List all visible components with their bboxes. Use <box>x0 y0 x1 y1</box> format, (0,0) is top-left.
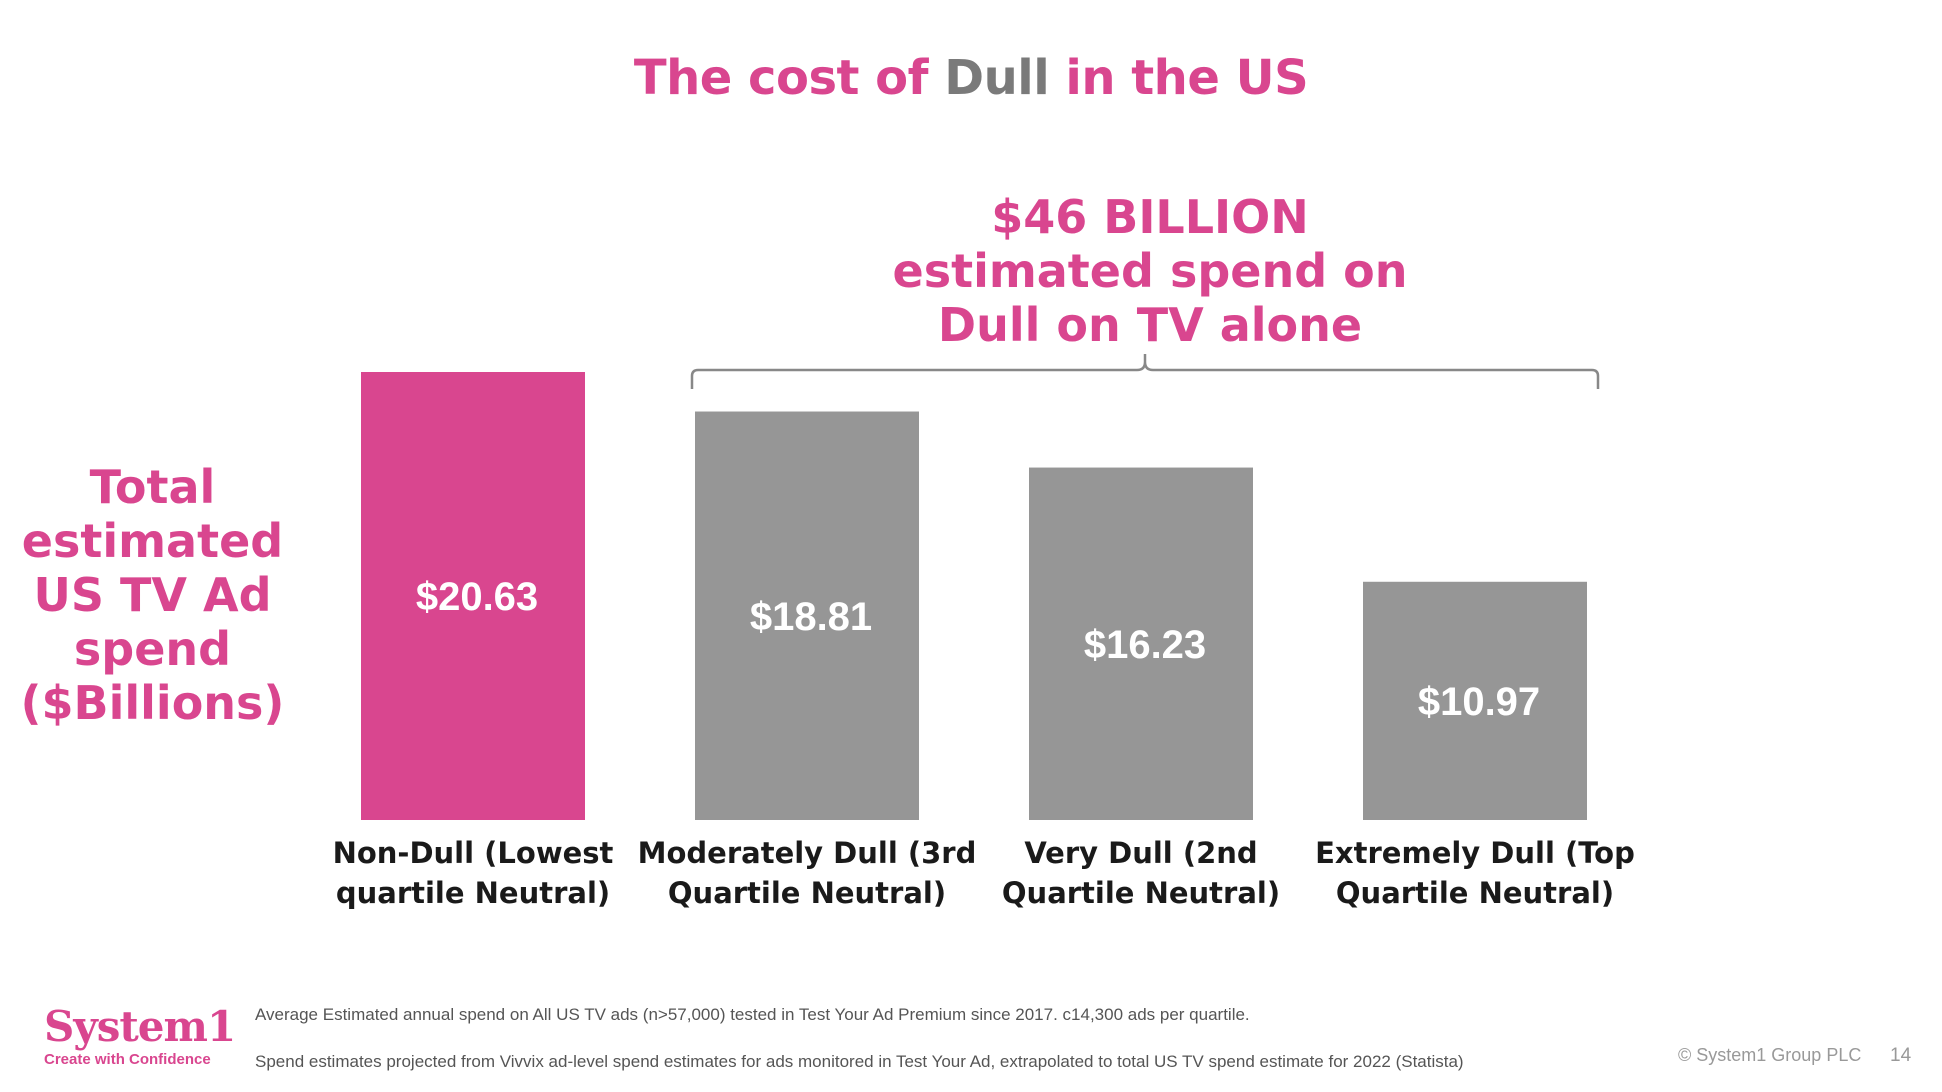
category-label-4-line-2: Quartile Neutral) <box>1336 876 1614 910</box>
title-part-3: in the US <box>1049 50 1309 106</box>
system1-logo: System1 Create with Confidence <box>44 1002 236 1069</box>
logo-tagline: Create with Confidence <box>44 1051 211 1068</box>
category-label-2-line-2: Quartile Neutral) <box>668 876 946 910</box>
title-part-dull: Dull <box>944 50 1050 106</box>
y-axis-label-line-4: spend <box>73 622 232 676</box>
bar-4 <box>1363 581 1587 820</box>
page-number: 14 <box>1890 1045 1912 1066</box>
y-axis-label-line-1: Total <box>89 460 216 514</box>
bar-value-label-3: $16.23 <box>1084 623 1206 667</box>
copyright-notice: © System1 Group PLC <box>1678 1045 1862 1065</box>
page-title: The cost of Dull in the US <box>0 50 1942 106</box>
bar-value-label-4: $10.97 <box>1418 680 1540 724</box>
footnote-methodology: Spend estimates projected from Vivvix ad… <box>255 1052 1464 1071</box>
bar-2 <box>695 411 919 820</box>
category-label-3-line-1: Very Dull (2nd <box>1024 836 1257 870</box>
y-axis-label-line-5: ($Billions) <box>20 676 285 730</box>
dull-spend-callout: $46 BILLION estimated spend on Dull on T… <box>840 190 1460 352</box>
category-label-4-line-1: Extremely Dull (Top <box>1315 836 1635 870</box>
bar-value-label-1: $20.63 <box>416 575 538 619</box>
logo-wordmark: System1 <box>44 1002 236 1051</box>
footnote-sample: Average Estimated annual spend on All US… <box>255 1005 1250 1024</box>
bar-chart: $20.63 Non-Dull (Lowest quartile Neutral) $… <box>333 354 1635 910</box>
y-axis-label-line-2: estimated <box>21 514 284 568</box>
callout-line-1: $46 BILLION <box>991 190 1309 244</box>
callout-line-3: Dull on TV alone <box>937 298 1363 352</box>
category-label-1-line-2: quartile Neutral) <box>336 876 610 910</box>
callout-line-2: estimated spend on <box>892 244 1408 298</box>
y-axis-label: Total estimated US TV Ad spend ($Billion… <box>10 460 295 730</box>
category-label-2-line-1: Moderately Dull (3rd <box>638 836 977 870</box>
bar-value-label-2: $18.81 <box>750 595 872 639</box>
bar-1 <box>361 372 585 820</box>
bar-3 <box>1029 467 1253 820</box>
title-part-1: The cost of <box>633 50 945 106</box>
category-label-1-line-1: Non-Dull (Lowest <box>333 836 614 870</box>
y-axis-label-line-3: US TV Ad <box>33 568 272 622</box>
category-label-3-line-2: Quartile Neutral) <box>1002 876 1280 910</box>
dull-bracket <box>690 354 1600 389</box>
